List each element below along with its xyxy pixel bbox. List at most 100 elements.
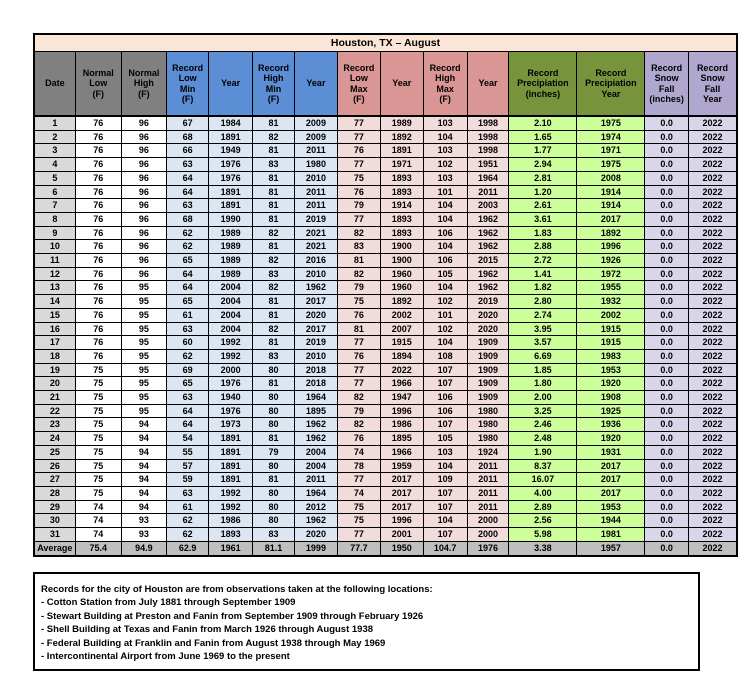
data-cell: 81 [251,472,296,487]
column-header-3: Record Low Min (F) [165,51,210,117]
data-cell: 64 [165,184,210,200]
data-cell: 77 [336,335,382,350]
data-cell: 75 [336,294,382,309]
data-cell: 2011 [466,485,510,501]
table-row: 15 76 95 61 2004 81 2020 76 2002 101 2020 2.74 2002 0… [33,307,738,323]
data-cell: 82 [251,253,296,268]
column-header-12: Record Precipiation Year [576,51,646,117]
data-cell: 80 [251,362,296,378]
data-cell: 77 [336,157,382,172]
data-cell: 104 [422,458,468,474]
table-row: 26 75 94 57 1891 80 2004 78 1959 104 2011 8.37 2017 0… [33,458,738,474]
data-cell: 81.1 [251,540,296,557]
row-label-cell: 20 [33,376,76,392]
data-cell: 1.90 [508,444,578,460]
data-cell: 102 [422,294,468,309]
column-header-9: Record High Max (F) [422,51,468,117]
data-cell: 101 [422,307,468,323]
data-cell: 83 [251,266,296,282]
data-cell: 81 [251,115,296,131]
data-cell: 62 [165,513,210,529]
data-cell: 0.0 [644,348,689,364]
data-cell: 1998 [466,115,510,131]
data-cell: 2022 [687,499,738,515]
data-cell: 81 [251,211,296,227]
data-cell: 1908 [576,390,646,405]
data-cell: 77 [336,211,382,227]
data-cell: 1986 [208,513,253,529]
data-cell: 1966 [380,444,424,460]
data-cell: 2.81 [508,170,578,186]
data-cell: 1893 [380,170,424,186]
data-cell: 2012 [294,499,338,515]
data-cell: 1891 [208,472,253,487]
row-label-cell: 10 [33,239,76,255]
data-cell: 1989 [380,115,424,131]
data-cell: 0.0 [644,294,689,309]
column-header-1: Normal Low (F) [74,51,122,117]
data-cell: 74 [74,499,122,515]
data-cell: 1998 [466,143,510,159]
data-cell: 80 [251,417,296,433]
data-cell: 1936 [576,417,646,433]
data-cell: 2022 [687,403,738,419]
data-cell: 2.74 [508,307,578,323]
data-cell: 1926 [576,253,646,268]
data-cell: 1891 [208,184,253,200]
data-cell: 2020 [294,527,338,542]
data-cell: 55 [165,444,210,460]
data-cell: 81 [251,170,296,186]
data-cell: 76 [74,198,122,213]
data-cell: 1949 [208,143,253,159]
data-cell: 0.0 [644,376,689,392]
data-cell: 1900 [380,253,424,268]
table-row: 23 75 94 64 1973 80 1962 82 1986 107 1980 2.46 1936 0… [33,417,738,433]
data-cell: 95 [120,390,167,405]
data-cell: 75 [74,362,122,378]
data-cell: 1914 [576,184,646,200]
data-cell: 76 [74,211,122,227]
data-cell: 95 [120,294,167,309]
table-title: Houston, TX – August [33,33,738,52]
data-cell: 0.0 [644,266,689,282]
data-cell: 1989 [208,266,253,282]
data-cell: 0.0 [644,431,689,446]
data-cell: 1974 [576,129,646,145]
data-cell: 0.0 [644,170,689,186]
climate-records-table: Houston, TX – August Date Normal Low (F) N… [33,33,738,557]
data-cell: 74 [336,444,382,460]
data-cell: 79 [336,280,382,296]
data-cell: 1.80 [508,376,578,392]
data-cell: 76 [336,143,382,159]
data-cell: 96 [120,225,167,241]
data-cell: 1980 [466,403,510,419]
data-cell: 2017 [380,485,424,501]
data-cell: 0.0 [644,143,689,159]
data-cell: 76 [336,348,382,364]
data-cell: 76 [336,184,382,200]
data-cell: 76 [74,170,122,186]
data-cell: 2022 [687,307,738,323]
data-cell: 80 [251,513,296,529]
data-cell: 1999 [294,540,338,557]
note-line: - Shell Building at Texas and Fanin from… [41,624,374,636]
data-cell: 2020 [294,307,338,323]
data-cell: 74 [336,485,382,501]
data-cell: 76 [336,307,382,323]
data-cell: 1962 [294,280,338,296]
data-cell: 96 [120,129,167,145]
data-cell: 1984 [208,115,253,131]
data-cell: 0.0 [644,403,689,419]
data-cell: 2000 [208,362,253,378]
data-cell: 2002 [380,307,424,323]
data-cell: 94 [120,472,167,487]
data-cell: 2022 [687,280,738,296]
data-cell: 0.0 [644,390,689,405]
data-cell: 1973 [208,417,253,433]
table-row: 21 75 95 63 1940 80 1964 82 1947 106 1909 2.00 1908 0… [33,390,738,405]
data-cell: 77 [336,129,382,145]
data-cell: 2011 [466,458,510,474]
data-cell: 96 [120,184,167,200]
data-cell: 80 [251,499,296,515]
data-cell: 109 [422,472,468,487]
